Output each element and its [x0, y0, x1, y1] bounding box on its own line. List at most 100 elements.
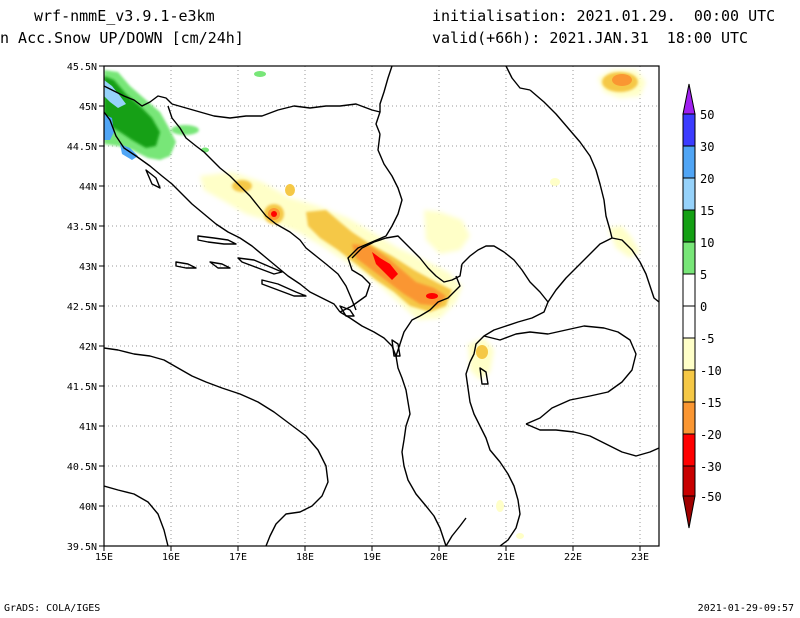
border-bosnia-west: [167, 105, 357, 311]
colorbar-cell-30-50: [682, 113, 696, 147]
border-macedonia: [483, 325, 637, 425]
snow-gain-area-nw-light: [104, 80, 126, 108]
snow-loss-core-3: [426, 293, 438, 299]
island-5: [209, 261, 231, 269]
snow-loss-spot-j: [612, 74, 632, 86]
italy-coast-south: [104, 485, 169, 546]
colorbar-label-30: 30: [700, 140, 714, 154]
island-7: [339, 305, 355, 317]
colorbar-cell-m20-m15: [682, 401, 696, 435]
snow-gain-spot-1: [171, 125, 199, 135]
border-kosovo: [461, 245, 549, 363]
latitude-labels: 45.5N 45N 44.5N 44N 43.5N 43N 42.5N 42N …: [67, 62, 97, 553]
lat-label-44-5: 44.5N: [67, 142, 97, 153]
lat-label-44: 44N: [79, 182, 97, 193]
colorbar-label-m30: -30: [700, 460, 722, 474]
island-3: [261, 279, 307, 297]
lat-label-42-5: 42.5N: [67, 302, 97, 313]
lat-label-41-5: 41.5N: [67, 382, 97, 393]
border-romania: [505, 66, 531, 91]
colorbar-label-15: 15: [700, 204, 714, 218]
footer-timestamp: 2021-01-29-09:57: [697, 603, 794, 614]
island-6: [145, 169, 161, 189]
lat-label-45: 45N: [79, 102, 97, 113]
longitude-ticks: [103, 546, 641, 551]
initialisation-time: initialisation: 2021.01.29. 00:00 UTC: [432, 7, 776, 25]
lake-ohrid: [479, 367, 489, 385]
greece-coast: [445, 517, 467, 546]
colorbar-labels: 50 30 20 15 10 5 0 -5 -10 -15 -20 -30 -5…: [700, 108, 722, 504]
lon-label-22: 22E: [564, 552, 582, 563]
colorbar-cell-20-30: [682, 145, 696, 179]
snow-loss-spot-a: [550, 178, 560, 186]
snow-gain-area-nw-blue: [104, 114, 114, 140]
snow-loss-spot-b: [496, 500, 504, 512]
colorbar-label-m20: -20: [700, 428, 722, 442]
lon-label-16: 16E: [162, 552, 180, 563]
colorbar-label-m15: -15: [700, 396, 722, 410]
italy-coast: [104, 347, 329, 546]
lat-label-40-5: 40.5N: [67, 462, 97, 473]
border-serbia-hungary: [379, 66, 393, 112]
border-serbia-bulgaria: [529, 89, 613, 239]
model-title: wrf-nmmE_v3.9.1-e3km: [34, 7, 215, 25]
border-greece: [525, 423, 659, 457]
border-drina: [339, 133, 403, 313]
border-sava: [171, 103, 381, 135]
island-1: [197, 235, 237, 245]
lon-label-20: 20E: [430, 552, 448, 563]
island-2: [237, 257, 283, 275]
snow-loss-spot-c: [516, 533, 524, 539]
colorbar-cell-15-20: [682, 177, 696, 211]
snow-loss-band-light-2: [424, 210, 470, 254]
lon-label-19: 19E: [363, 552, 381, 563]
colorbar-cell-m50-m30: [682, 465, 696, 497]
lat-label-42: 42N: [79, 342, 97, 353]
snow-loss-core-2: [271, 211, 277, 217]
border-montenegro-south: [419, 275, 461, 317]
lon-label-15: 15E: [95, 552, 113, 563]
lat-label-43: 43N: [79, 262, 97, 273]
colorbar-label-m5: -5: [700, 332, 714, 346]
lon-label-17: 17E: [229, 552, 247, 563]
colorbar-label-m50: -50: [700, 490, 722, 504]
field-title: n Acc.Snow UP/DOWN [cm/24h]: [0, 29, 244, 47]
lon-label-23: 23E: [631, 552, 649, 563]
colorbar-cell-m30-m20: [682, 433, 696, 467]
border-montenegro: [351, 235, 463, 283]
colorbar-label-0: 0: [700, 300, 707, 314]
colorbar-cell-0-5: [682, 273, 696, 307]
lat-label-39-5: 39.5N: [67, 542, 97, 553]
colorbar-cell-m5-0: [682, 305, 696, 339]
adriatic-coast-albania: [395, 355, 447, 546]
gridlines: [104, 66, 659, 546]
snow-loss-core: [372, 252, 398, 280]
snow-field-layer: [104, 70, 646, 539]
valid-time: valid(+66h): 2021.JAN.31 18:00 UTC: [432, 29, 749, 47]
lon-label-21: 21E: [497, 552, 515, 563]
footer-credit: GrADS: COLA/IGES: [4, 603, 101, 614]
latitude-ticks: [99, 65, 104, 547]
lon-label-18: 18E: [296, 552, 314, 563]
border-bulgaria: [547, 237, 659, 303]
snow-loss-spot-h: [476, 345, 488, 359]
border-albania-east: [465, 361, 521, 546]
lat-label-40: 40N: [79, 502, 97, 513]
lat-label-43-5: 43.5N: [67, 222, 97, 233]
lake-scutari: [391, 339, 401, 357]
colorbar-label-5: 5: [700, 268, 707, 282]
colorbar-label-50: 50: [700, 108, 714, 122]
colorbar: [682, 83, 696, 529]
snow-gain-spot-2: [254, 71, 266, 77]
colorbar-cell-5-10: [682, 241, 696, 275]
snow-loss-spot-e: [285, 184, 295, 196]
border-nw: [104, 85, 173, 107]
lat-label-45-5: 45.5N: [67, 62, 97, 73]
colorbar-top-arrow: [682, 83, 696, 115]
colorbar-cell-10-15: [682, 209, 696, 243]
longitude-labels: 15E 16E 17E 18E 19E 20E 21E 22E 23E: [95, 552, 649, 563]
colorbar-cell-m10-m5: [682, 337, 696, 371]
colorbar-label-10: 10: [700, 236, 714, 250]
colorbar-cell-m15-m10: [682, 369, 696, 403]
